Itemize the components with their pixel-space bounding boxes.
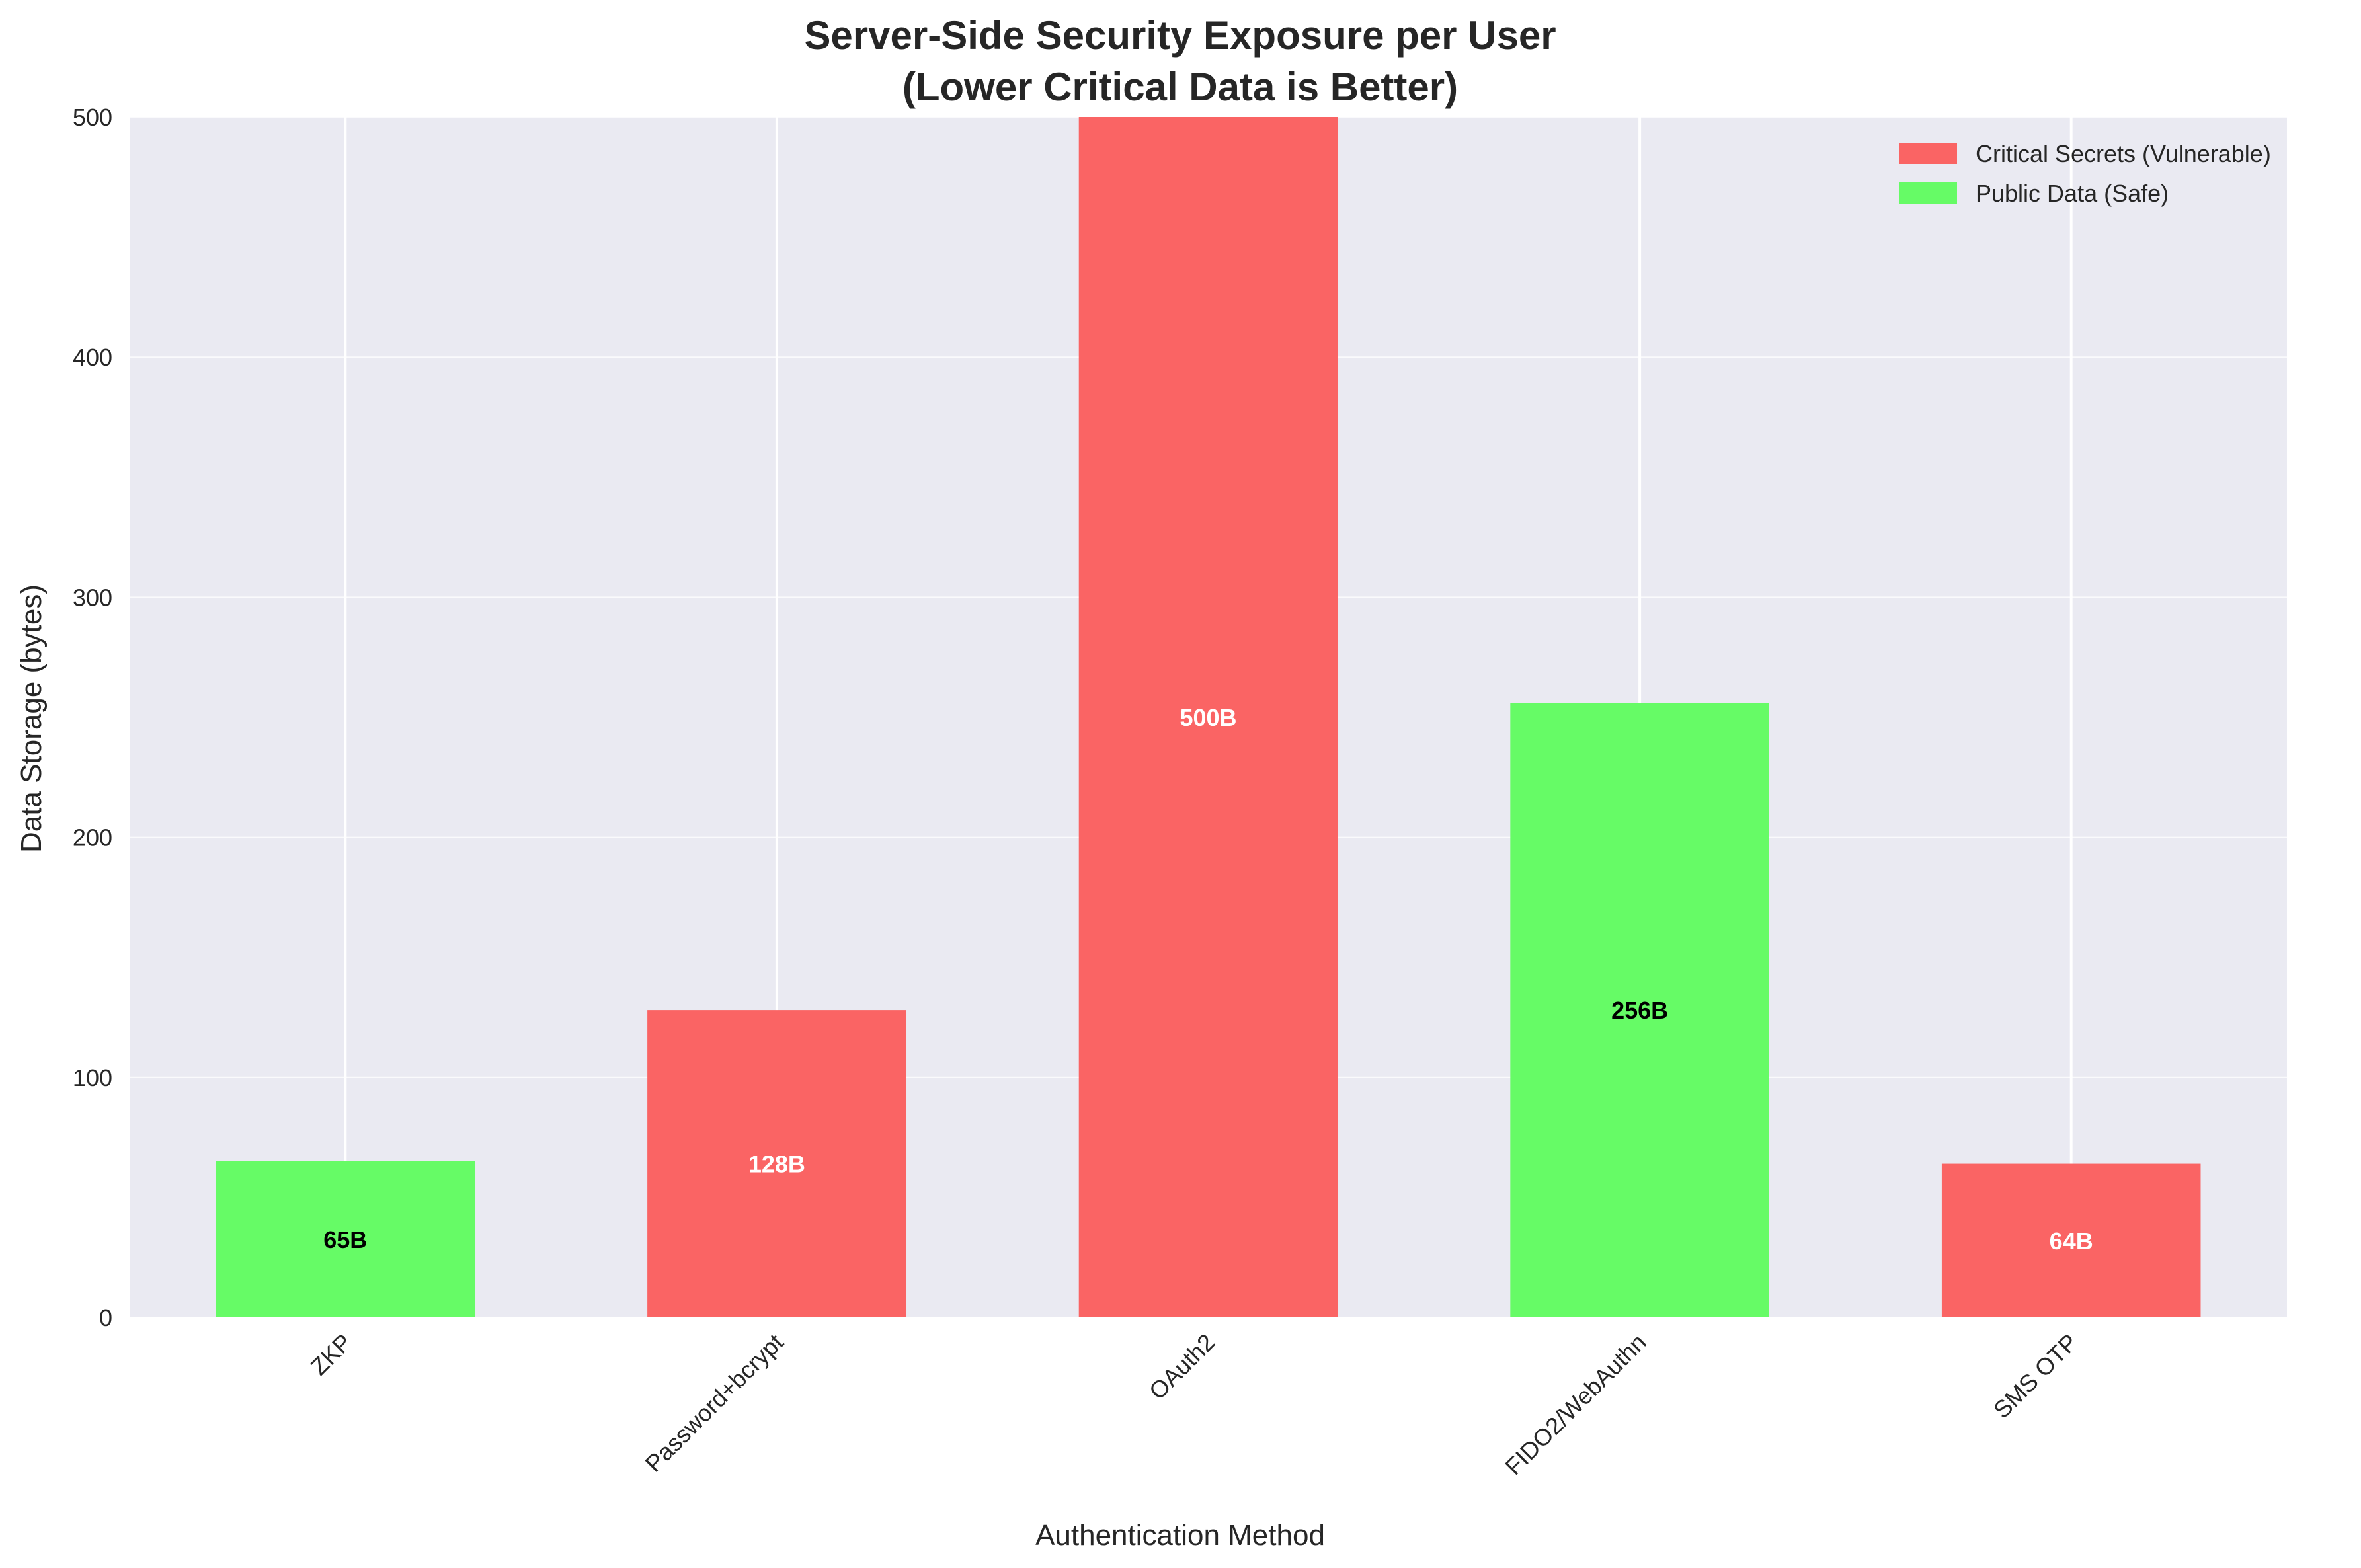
bar-labels: 65B 128B 500B 256B 64B xyxy=(323,704,2093,1255)
y-tick-label: 300 xyxy=(73,584,112,611)
y-tick-label: 0 xyxy=(99,1304,112,1331)
bar-fido2-webauthn xyxy=(1510,703,1769,1317)
bar-zkp xyxy=(216,1161,475,1317)
y-tick-label: 400 xyxy=(73,344,112,371)
y-tick-label: 100 xyxy=(73,1064,112,1091)
x-tick-label: SMS OTP xyxy=(1988,1329,2083,1424)
y-tick-label: 500 xyxy=(73,104,112,131)
x-tick-label: Password+bcrypt xyxy=(640,1329,789,1477)
y-tick-label: 200 xyxy=(73,824,112,851)
chart-title: Server-Side Security Exposure per User xyxy=(804,13,1556,58)
bar-oauth2 xyxy=(1078,117,1338,1317)
x-tick-label: FIDO2/WebAuthn xyxy=(1500,1329,1651,1480)
bars xyxy=(216,117,2201,1317)
x-axis-ticks: ZKP Password+bcrypt OAuth2 FIDO2/WebAuthn SM… xyxy=(305,1329,2083,1480)
bar-value-label: 128B xyxy=(748,1151,805,1178)
legend-swatch-critical xyxy=(1899,143,1957,164)
bar-sms-otp xyxy=(1941,1163,2201,1317)
chart-subtitle: (Lower Critical Data is Better) xyxy=(902,65,1458,109)
y-axis-ticks: 0 100 200 300 400 500 xyxy=(73,104,112,1331)
x-axis-label: Authentication Method xyxy=(1035,1519,1325,1551)
bar-value-label: 64B xyxy=(2050,1228,2093,1255)
legend-label-critical: Critical Secrets (Vulnerable) xyxy=(1976,140,2271,167)
bar-value-label: 65B xyxy=(323,1226,367,1253)
bar-value-label: 256B xyxy=(1611,997,1668,1024)
legend-swatch-public xyxy=(1899,182,1957,204)
x-tick-label: ZKP xyxy=(305,1329,356,1380)
legend: Critical Secrets (Vulnerable) Public Dat… xyxy=(1899,140,2271,207)
bar-value-label: 500B xyxy=(1180,704,1236,731)
legend-label-public: Public Data (Safe) xyxy=(1976,180,2169,207)
y-axis-label: Data Storage (bytes) xyxy=(15,584,48,853)
x-tick-label: OAuth2 xyxy=(1144,1329,1220,1405)
bar-password-bcrypt xyxy=(647,1010,906,1317)
